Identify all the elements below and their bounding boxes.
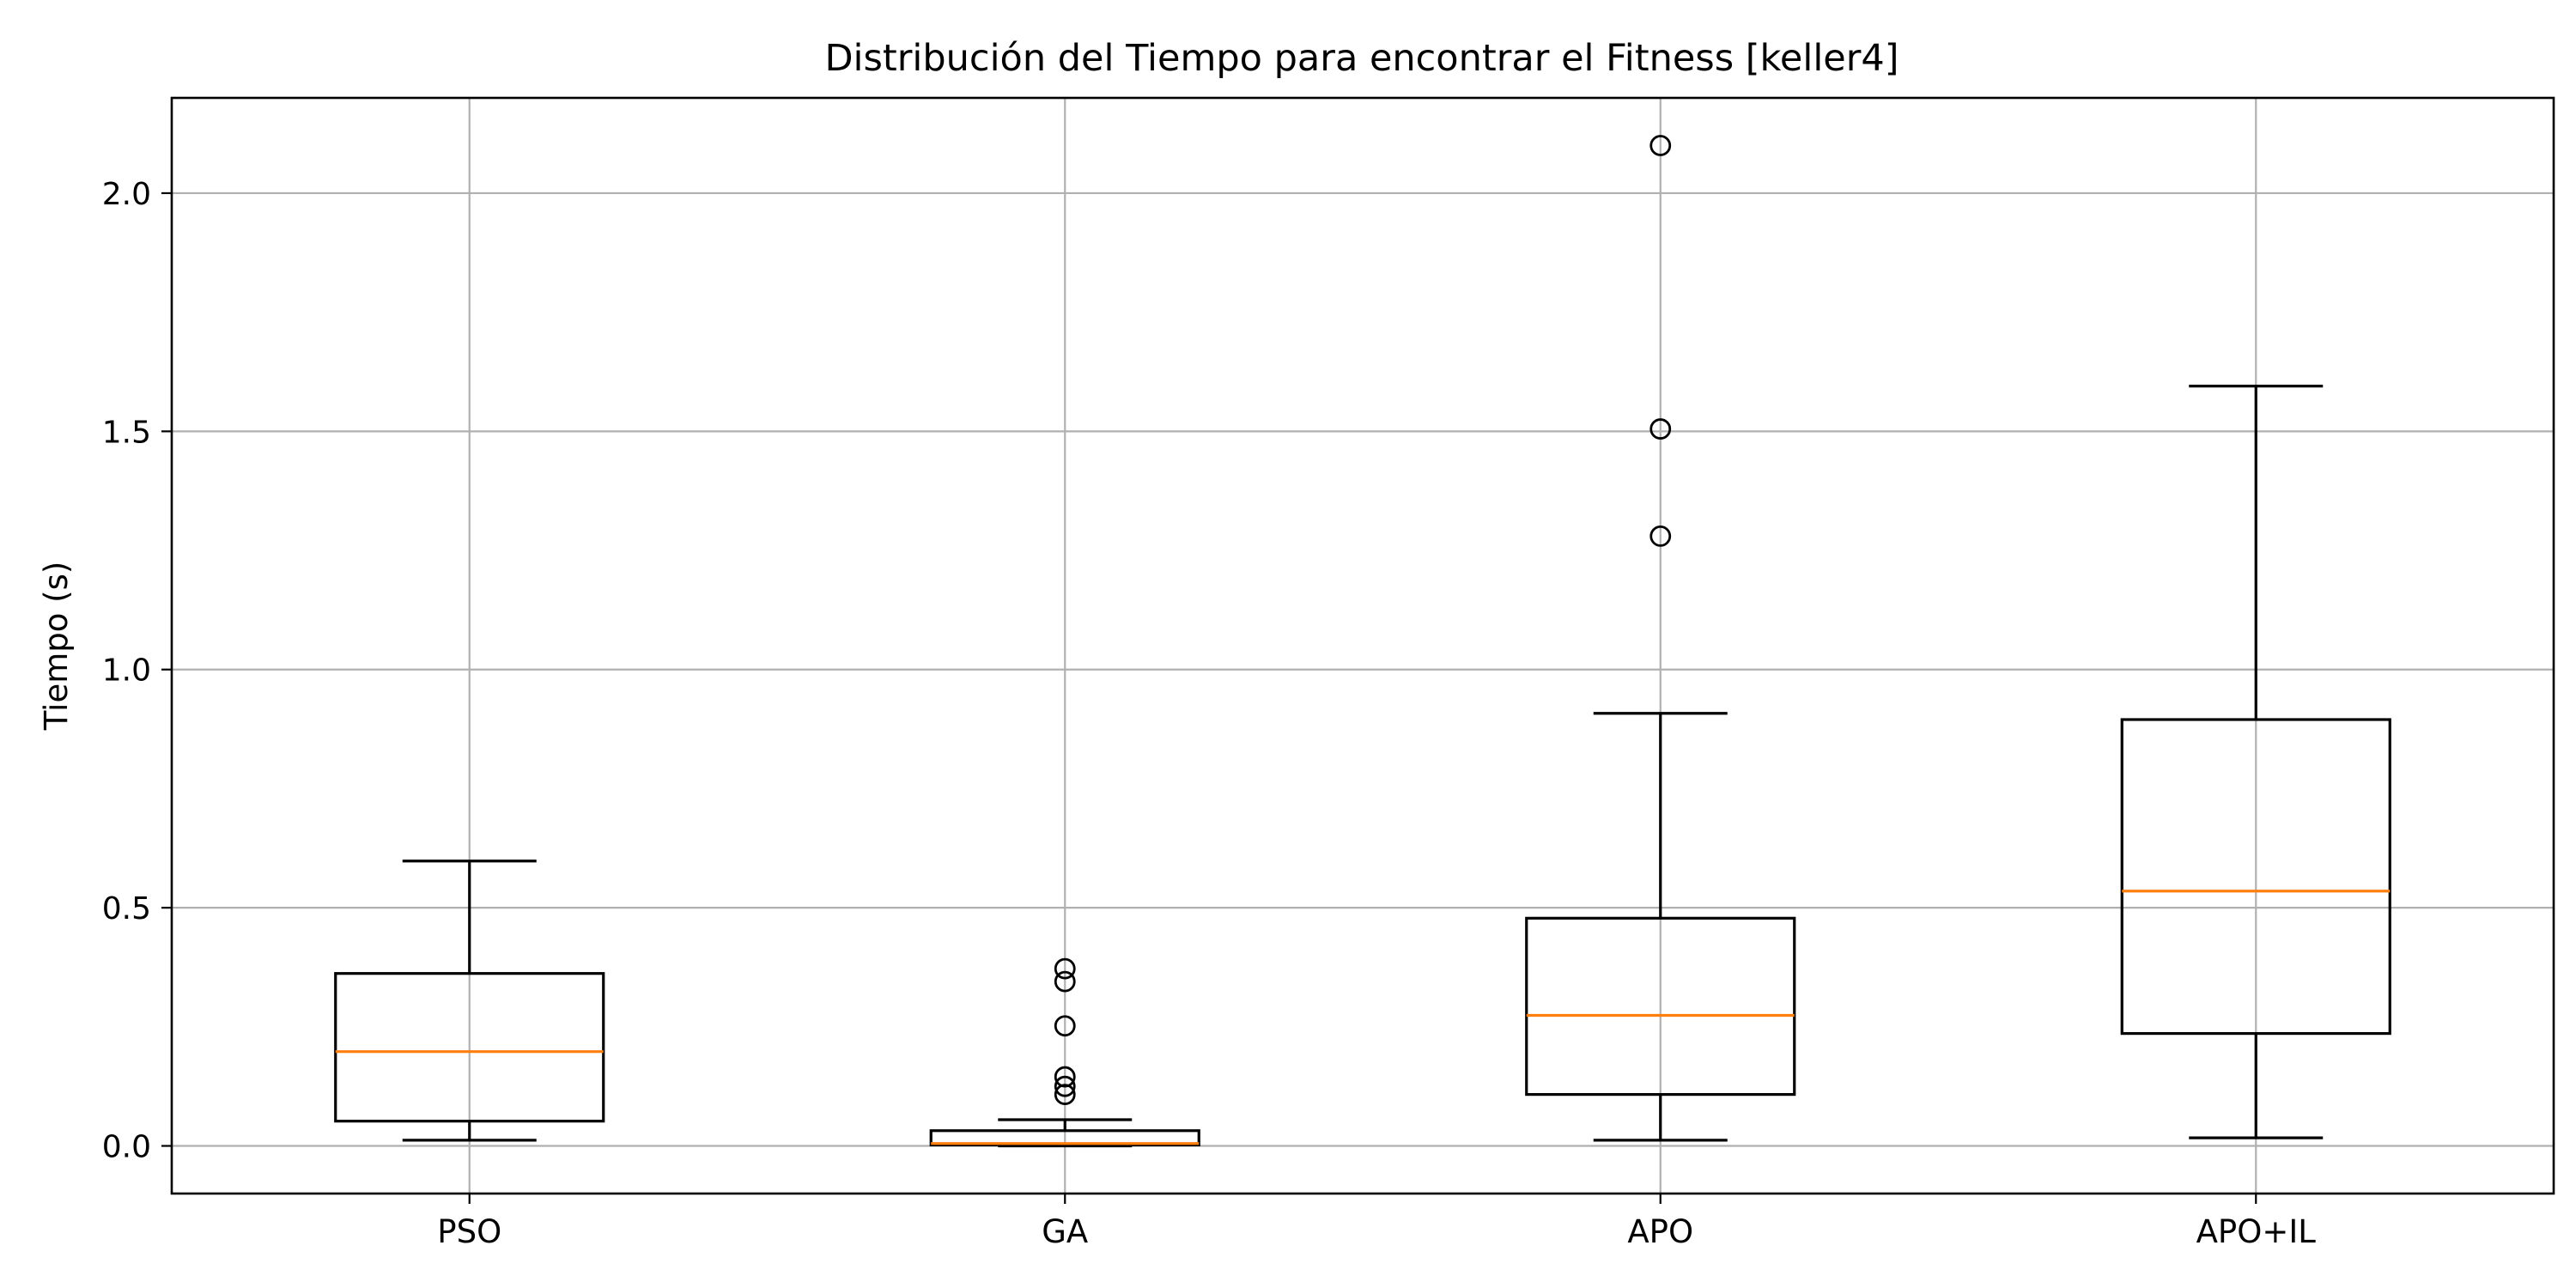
x-tick-label: APO+IL (2196, 1213, 2317, 1250)
y-tick-label: 1.5 (102, 415, 151, 450)
y-tick-label: 2.0 (102, 177, 151, 212)
box-apo-il (2120, 385, 2391, 1139)
ticks-group: 0.0 0.5 1.0 1.5 2.0 PSO GA APO APO+IL (102, 177, 2317, 1250)
iqr-box (2120, 718, 2391, 1036)
chart-title: Distribución del Tiempo para encontrar e… (824, 37, 1899, 80)
outlier-point (1649, 526, 1672, 547)
outlier-point (1054, 1084, 1076, 1106)
boxes-group (334, 135, 2391, 1148)
box-ga (929, 957, 1200, 1148)
outlier-point (1054, 957, 1076, 980)
iqr-box (334, 972, 605, 1123)
outlier-point (1054, 1066, 1076, 1088)
plot-frame (170, 96, 2555, 1195)
grid-lines (172, 98, 2554, 1194)
outlier-point (1649, 418, 1672, 440)
outlier-point (1054, 1075, 1076, 1097)
y-tick-label: 0.0 (102, 1130, 151, 1165)
box-pso (334, 860, 605, 1142)
outlier-point (1054, 970, 1076, 993)
x-tick-label: APO (1627, 1213, 1693, 1250)
outlier-point (1649, 135, 1672, 156)
y-axis-label: Tiempo (s) (38, 562, 75, 732)
y-tick-label: 1.0 (102, 653, 151, 689)
iqr-box (1525, 916, 1796, 1097)
x-tick-label: PSO (437, 1213, 501, 1250)
x-tick-label: GA (1042, 1213, 1088, 1250)
y-tick-label: 0.5 (102, 891, 151, 927)
outlier-point (1054, 1015, 1076, 1037)
iqr-box (929, 1129, 1200, 1147)
box-apo (1525, 135, 1796, 1142)
